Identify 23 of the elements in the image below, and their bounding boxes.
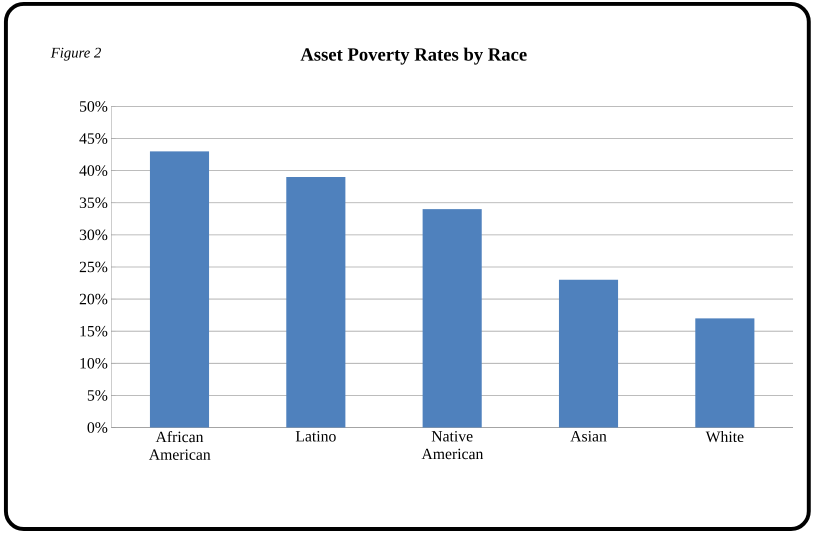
y-tick-label: 10% xyxy=(80,358,108,369)
x-tick-label: African American xyxy=(148,431,210,460)
x-tick-label: Latino xyxy=(296,431,336,442)
bar xyxy=(695,318,754,428)
chart-title: Asset Poverty Rates by Race xyxy=(300,48,527,65)
y-tick-label: 45% xyxy=(79,133,108,144)
caption: Figure 2 xyxy=(50,48,101,61)
y-tick-label: 15% xyxy=(80,326,108,337)
x-tick-label: White xyxy=(706,431,744,442)
y-tick-label: 25% xyxy=(80,262,108,272)
x-tick-label: Native American xyxy=(422,431,484,460)
y-tick-label: 0% xyxy=(88,422,108,433)
y-tick-label: 50% xyxy=(80,101,108,112)
y-tick-label: 35% xyxy=(80,197,108,208)
bar xyxy=(286,177,346,428)
y-tick-label: 40% xyxy=(79,165,108,176)
y-tick-label: 30% xyxy=(80,230,108,240)
bar xyxy=(150,151,210,428)
y-tick-label: 20% xyxy=(80,294,108,304)
y-tick-label: 5% xyxy=(88,390,108,401)
bar xyxy=(422,209,482,428)
x-tick-label: Asian xyxy=(570,431,607,442)
bar xyxy=(558,280,618,428)
